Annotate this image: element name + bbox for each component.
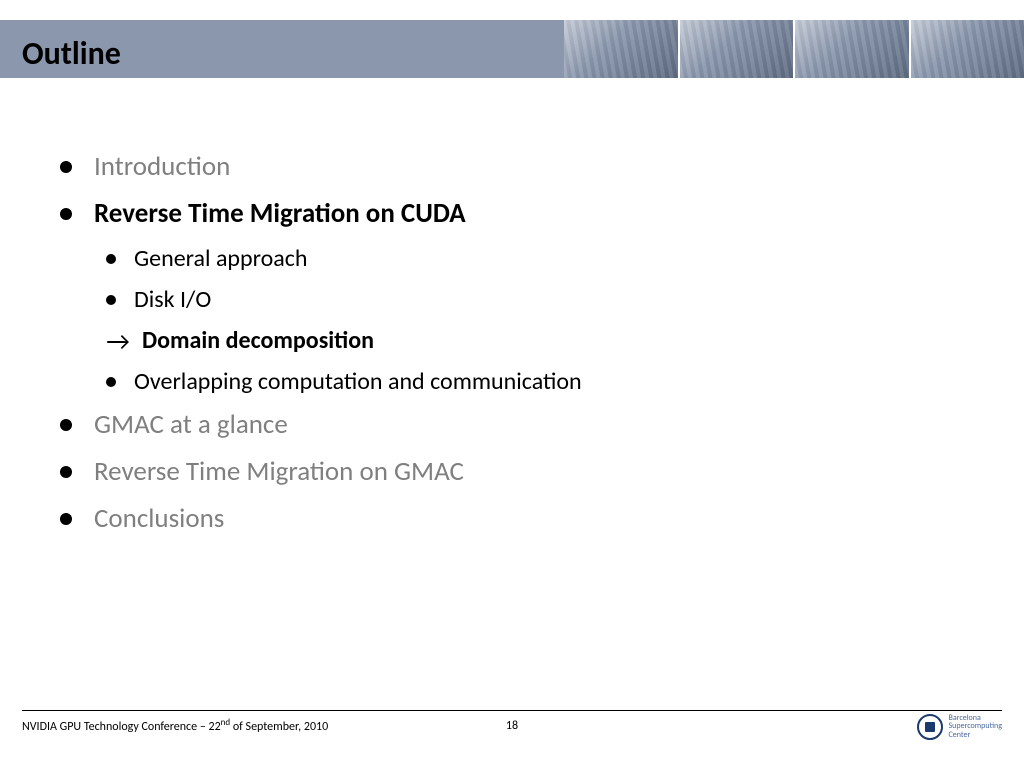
footer-conference: NVIDIA GPU Technology Conference – 22nd … (22, 717, 328, 734)
logo-inner-icon (925, 722, 935, 732)
outline-item: Introduction (60, 150, 964, 183)
bullet-icon (106, 295, 116, 305)
header-image-strip (564, 20, 1024, 78)
outline-text: Introduction (94, 150, 230, 183)
bullet-icon (60, 419, 72, 431)
logo-circle-icon (917, 714, 943, 740)
footer: NVIDIA GPU Technology Conference – 22nd … (22, 710, 1002, 734)
outline-text: Domain decomposition (142, 326, 374, 355)
outline-text: Conclusions (94, 502, 224, 535)
outline-text: Disk I/O (134, 285, 211, 314)
bsc-logo: Barcelona Supercomputing Center (917, 714, 1003, 740)
footer-conf-suffix: of September, 2010 (230, 720, 328, 734)
slide-title: Outline (22, 34, 121, 73)
page-number: 18 (506, 719, 518, 733)
outline-text: General approach (134, 244, 308, 273)
footer-conf-prefix: NVIDIA GPU Technology Conference – 22 (22, 720, 221, 734)
footer-divider (22, 710, 1002, 711)
bullet-icon (60, 513, 72, 525)
logo-line: Center (949, 731, 1003, 740)
bullet-icon (106, 377, 116, 387)
outline-subitem-current: → Domain decomposition (106, 326, 964, 355)
bullet-icon (60, 161, 72, 173)
footer-row: NVIDIA GPU Technology Conference – 22nd … (22, 717, 1002, 734)
outline-item: Reverse Time Migration on GMAC (60, 455, 964, 488)
header-image-panel (678, 20, 794, 78)
arrow-icon: → (106, 328, 130, 354)
outline-item: Conclusions (60, 502, 964, 535)
outline-subitem: General approach (106, 244, 964, 273)
footer-conf-ord: nd (221, 717, 230, 728)
bullet-icon (60, 208, 72, 220)
outline-text: GMAC at a glance (94, 408, 288, 441)
outline-item: GMAC at a glance (60, 408, 964, 441)
outline-subitem: Overlapping computation and communicatio… (106, 367, 964, 396)
outline-subitem: Disk I/O (106, 285, 964, 314)
header-image-panel (793, 20, 909, 78)
slide: Outline Introduction Reverse Time Migrat… (0, 0, 1024, 768)
outline-text: Overlapping computation and communicatio… (134, 367, 582, 396)
header-image-panel (909, 20, 1024, 78)
outline-text: Reverse Time Migration on GMAC (94, 455, 464, 488)
header-image-panel (564, 20, 678, 78)
outline-text: Reverse Time Migration on CUDA (94, 197, 466, 230)
outline-item: Reverse Time Migration on CUDA (60, 197, 964, 230)
bullet-icon (106, 254, 116, 264)
bullet-icon (60, 466, 72, 478)
content-area: Introduction Reverse Time Migration on C… (60, 150, 964, 549)
logo-text: Barcelona Supercomputing Center (949, 714, 1003, 740)
